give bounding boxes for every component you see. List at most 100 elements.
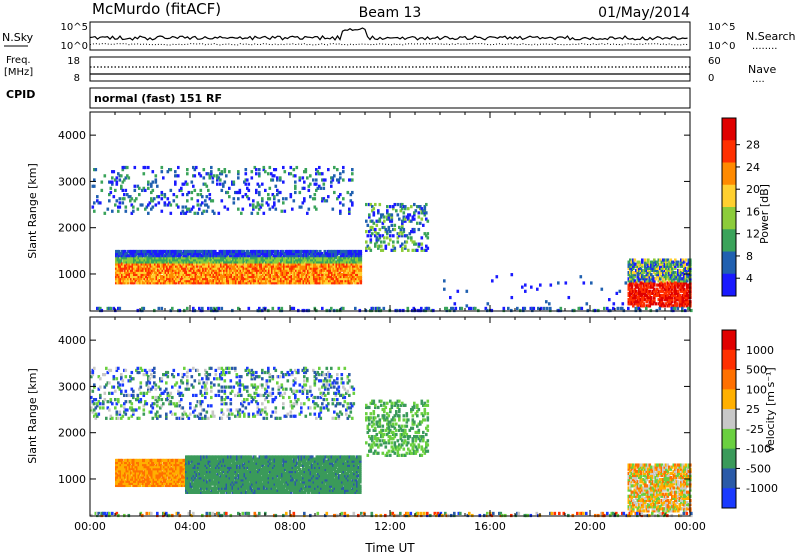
echo-cell <box>117 210 120 213</box>
echo-cell <box>407 307 410 310</box>
echo-cell <box>101 180 104 183</box>
echo-cell <box>251 170 254 173</box>
echo-cell <box>407 249 410 252</box>
echo-cell <box>339 176 342 179</box>
echo-cell <box>290 166 293 169</box>
echo-cell <box>326 199 329 202</box>
echo-cell <box>125 210 128 213</box>
echo-cell <box>674 307 677 310</box>
echo-cell <box>422 224 425 227</box>
echo-cell <box>281 210 284 213</box>
noise-left-tick-bottom: 10^0 <box>61 41 88 52</box>
echo-cell <box>308 208 311 211</box>
echo-cell <box>413 203 416 206</box>
colorbar-segment <box>722 118 736 141</box>
echo-cell <box>258 168 261 171</box>
echo-cell <box>308 189 311 192</box>
echo-cell <box>267 203 270 206</box>
echo-cell <box>613 302 616 305</box>
echo-cell <box>617 307 620 310</box>
echo-cell <box>96 195 99 198</box>
echo-cell <box>339 201 342 204</box>
echo-cell <box>227 191 230 194</box>
echo-cell <box>207 189 210 192</box>
echo-cell <box>282 180 285 183</box>
echo-cell <box>425 203 428 206</box>
echo-cell <box>351 178 354 181</box>
echo-cell <box>186 172 189 175</box>
echo-cell <box>161 166 164 169</box>
echo-cell <box>273 201 276 204</box>
echo-cell <box>275 185 278 188</box>
echo-cell <box>113 195 116 198</box>
echo-cell <box>516 307 519 310</box>
echo-cell <box>233 197 236 200</box>
echo-cell <box>275 208 278 211</box>
noise-right-tick-top: 10^5 <box>708 22 735 33</box>
echo-cell <box>314 197 317 200</box>
echo-cell <box>351 201 354 204</box>
echo-cell <box>332 208 335 211</box>
echo-cell <box>276 176 279 179</box>
power-colorbar-label: Power [dB] <box>758 184 771 244</box>
echo-cell <box>385 245 388 248</box>
colorbar-segment <box>722 163 736 186</box>
echo-cell <box>383 236 386 239</box>
echo-cell <box>155 178 158 181</box>
colorbar-tick-label: 8 <box>746 250 753 263</box>
echo-cell <box>152 180 155 183</box>
echo-cell <box>391 224 394 227</box>
echo-cell <box>415 243 418 246</box>
echo-cell <box>224 180 227 183</box>
echo-cell <box>342 166 345 169</box>
colorbar-tick-label: 4 <box>746 272 753 285</box>
echo-cell <box>407 236 410 239</box>
noise-right-tick-bottom: 10^0 <box>708 41 735 52</box>
echo-cell <box>333 166 336 169</box>
echo-cell <box>491 279 494 282</box>
echo-cell <box>474 307 477 310</box>
echo-cell <box>143 307 146 310</box>
velocity-data <box>90 367 693 517</box>
echo-cell <box>213 174 216 177</box>
echo-cell <box>389 234 392 237</box>
echo-cell <box>108 199 111 202</box>
echo-cell <box>239 189 242 192</box>
echo-cell <box>104 212 107 215</box>
echo-cell <box>324 178 327 181</box>
echo-cell <box>321 307 324 310</box>
echo-cell <box>539 283 542 286</box>
freq-traces <box>90 67 690 74</box>
echo-cell <box>365 230 368 233</box>
echo-cell <box>147 180 150 183</box>
echo-cell <box>389 205 392 208</box>
echo-cell <box>388 243 391 246</box>
echo-cell <box>203 210 206 213</box>
echo-cell <box>655 302 658 305</box>
echo-cell <box>282 166 285 169</box>
freq-left-tick-bottom: 8 <box>74 73 80 84</box>
echo-cell <box>122 201 125 204</box>
colorbar-segment <box>722 229 736 252</box>
echo-cell <box>107 208 110 211</box>
echo-cell <box>101 189 104 192</box>
echo-cell <box>186 183 189 186</box>
echo-cell <box>221 199 224 202</box>
echo-cell <box>455 307 458 310</box>
noise-left-label: N.Sky <box>2 31 34 44</box>
echo-cell <box>306 212 309 215</box>
y-tick-label: 4000 <box>58 129 86 142</box>
echo-cell <box>351 191 354 194</box>
echo-cell <box>466 290 469 293</box>
echo-cell <box>161 191 164 194</box>
echo-cell <box>269 187 272 190</box>
echo-cell <box>421 236 424 239</box>
freq-right-tick-bottom: 0 <box>708 73 714 84</box>
echo-cell <box>367 234 370 237</box>
echo-cell <box>339 193 342 196</box>
echo-cell <box>367 224 370 227</box>
echo-cell <box>212 199 215 202</box>
echo-cell <box>200 174 203 177</box>
echo-cell <box>373 211 376 214</box>
echo-cell <box>134 185 137 188</box>
